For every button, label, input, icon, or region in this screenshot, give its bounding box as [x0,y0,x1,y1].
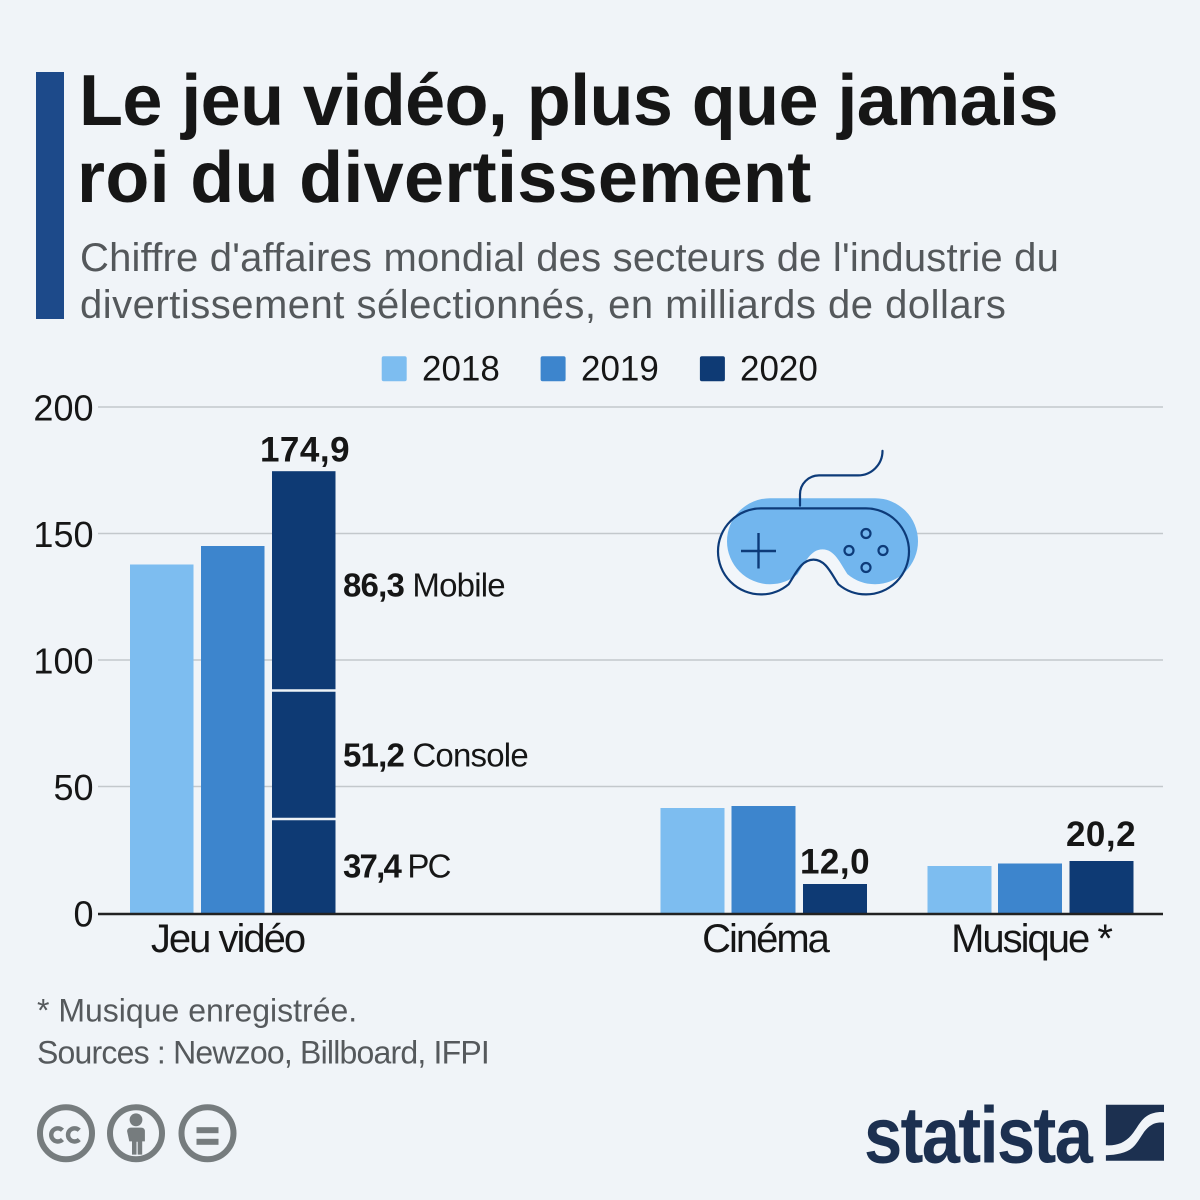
svg-text:51,2 Console: 51,2 Console [343,737,528,774]
svg-text:50: 50 [53,767,93,808]
svg-text:150: 150 [33,514,93,555]
svg-text:Musique *: Musique * [951,917,1112,961]
svg-text:200: 200 [33,387,93,428]
svg-text:* Musique enregistrée.: * Musique enregistrée. [37,993,357,1029]
svg-text:100: 100 [33,640,93,681]
svg-text:2020: 2020 [740,350,818,389]
svg-text:Chiffre d'affaires mondial des: Chiffre d'affaires mondial des secteurs … [80,236,1059,280]
svg-text:37,4 PC: 37,4 PC [343,848,451,885]
svg-text:12,0: 12,0 [800,843,870,882]
svg-text:roi du divertissement: roi du divertissement [77,138,812,218]
svg-text:174,9: 174,9 [260,431,350,470]
svg-text:Sources : Newzoo, Billboard, I: Sources : Newzoo, Billboard, IFPI [37,1034,489,1070]
svg-text:Le jeu vidéo, plus que jamais: Le jeu vidéo, plus que jamais [79,61,1058,141]
svg-text:divertissement sélectionnés, e: divertissement sélectionnés, en milliard… [80,283,1006,327]
svg-text:Cinéma: Cinéma [702,917,831,961]
svg-text:86,3 Mobile: 86,3 Mobile [343,567,505,604]
svg-text:Jeu vidéo: Jeu vidéo [151,917,305,961]
svg-text:20,2: 20,2 [1066,815,1136,854]
svg-text:statista: statista [864,1089,1093,1179]
svg-text:0: 0 [73,893,93,934]
svg-text:2018: 2018 [422,350,500,389]
svg-text:2019: 2019 [581,350,659,389]
